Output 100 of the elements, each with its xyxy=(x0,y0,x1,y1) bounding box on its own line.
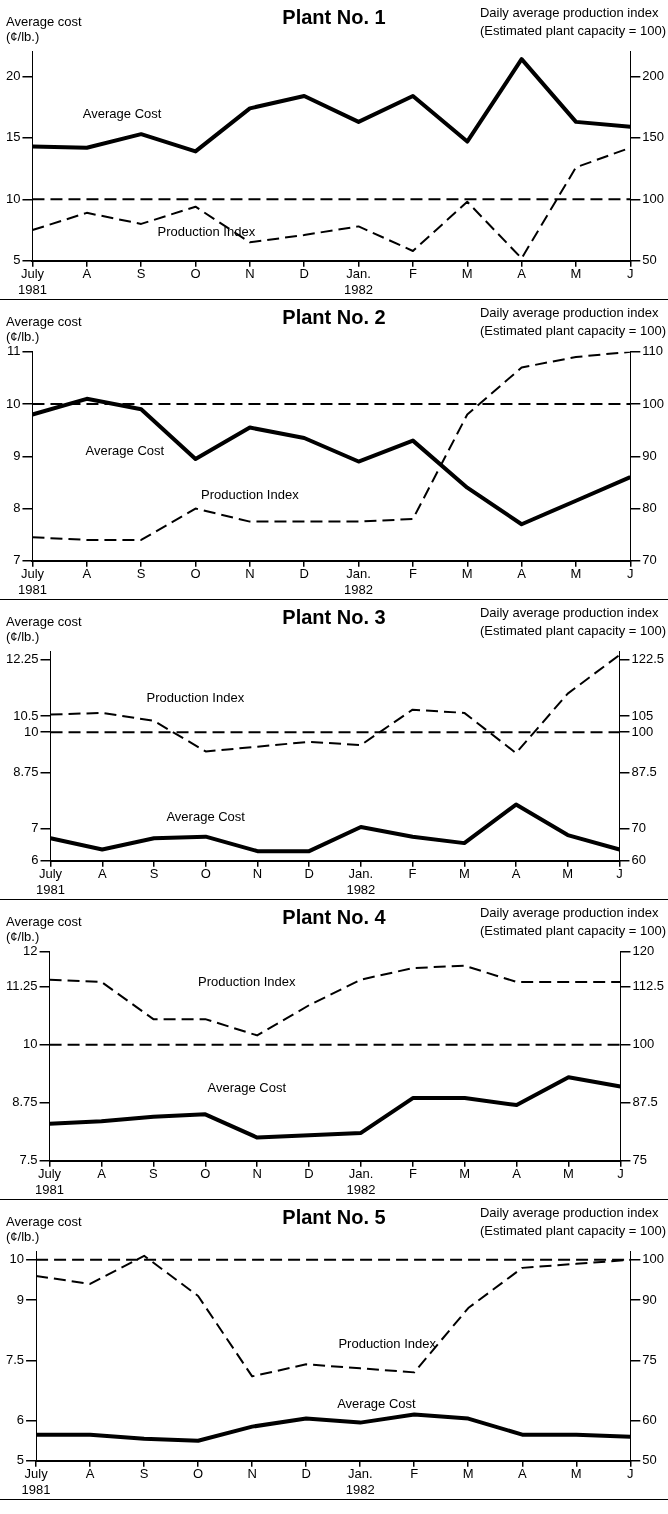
x-tick-label: N xyxy=(245,266,255,282)
y-tick-label: 9 xyxy=(13,447,21,463)
series-label: Production Index xyxy=(197,973,297,989)
x-tick-label: M xyxy=(461,266,473,282)
y2-tick-label: 75 xyxy=(632,1152,647,1168)
y-tick-label: 7 xyxy=(13,552,21,568)
x-tick-label: D xyxy=(299,266,309,282)
y2-tick-label: 70 xyxy=(631,820,646,836)
x-tick-label: S xyxy=(149,1166,159,1182)
y-tick-label: 7 xyxy=(31,820,39,836)
y2-axis-title: Daily average production index (Estimated plant capacity = 100) xyxy=(479,1204,666,1240)
x-tick-label: J xyxy=(617,1166,624,1182)
y-tick-label: 7.5 xyxy=(5,1351,25,1367)
x-tick-label: Jan. 1982 xyxy=(344,566,374,597)
y-tick-label: 8 xyxy=(13,500,21,516)
x-tick-label: Jan. 1982 xyxy=(344,266,374,297)
y2-tick-label: 87.5 xyxy=(632,1094,658,1110)
y2-tick-label: 60 xyxy=(631,852,646,868)
series-label: Average Cost xyxy=(82,106,162,122)
x-tick-label: A xyxy=(85,1466,95,1482)
x-tick-label: O xyxy=(190,266,201,282)
x-tick-label: J xyxy=(627,566,634,582)
series-label: Average Cost xyxy=(166,808,246,824)
x-tick-label: Jan. 1982 xyxy=(346,866,376,897)
x-tick-label: A xyxy=(97,1166,107,1182)
x-tick-label: A xyxy=(517,1466,527,1482)
y-tick-label: 9 xyxy=(16,1291,25,1307)
y-tick-label: 12.25 xyxy=(5,651,39,667)
x-tick-label: A xyxy=(512,1166,522,1182)
x-tick-label: M xyxy=(458,866,470,882)
y2-tick-label: 90 xyxy=(642,447,657,463)
x-tick-label: July 1981 xyxy=(21,1466,51,1497)
x-tick-label: N xyxy=(247,1466,257,1482)
series-label: Average Cost xyxy=(207,1080,287,1096)
x-tick-label: M xyxy=(570,566,582,582)
chart-title: Plant No. 4 xyxy=(282,906,386,928)
x-tick-label: Jan. 1982 xyxy=(346,1166,376,1197)
y-axis-title: Average cost (¢/lb.) xyxy=(6,914,82,944)
x-tick-label: O xyxy=(193,1466,204,1482)
x-tick-label: A xyxy=(511,866,521,882)
x-tick-label: M xyxy=(462,1466,474,1482)
x-tick-label: F xyxy=(408,566,417,582)
x-tick-label: N xyxy=(252,1166,262,1182)
y-tick-label: 5 xyxy=(13,252,21,268)
y-tick-label: 20 xyxy=(5,67,21,83)
y2-tick-label: 120 xyxy=(632,943,655,959)
y2-tick-label: 100 xyxy=(631,723,654,739)
y-tick-label: 8.75 xyxy=(12,1094,38,1110)
y2-tick-label: 90 xyxy=(642,1291,657,1307)
y-tick-label: 15 xyxy=(5,129,21,145)
series-label: Production Index xyxy=(146,690,245,705)
y-axis-title: Average cost (¢/lb.) xyxy=(6,614,82,644)
y2-tick-label: 122.5 xyxy=(631,651,665,667)
y-tick-label: 10 xyxy=(9,1251,25,1267)
x-tick-label: N xyxy=(245,566,255,582)
y2-tick-label: 110 xyxy=(642,343,664,359)
x-tick-label: J xyxy=(627,266,634,282)
x-tick-label: M xyxy=(459,1166,471,1182)
x-tick-label: D xyxy=(301,1466,311,1482)
series-label: Production Index xyxy=(157,224,256,240)
x-tick-label: O xyxy=(190,566,201,582)
chart-title: Plant No. 1 xyxy=(282,6,386,28)
y2-tick-label: 75 xyxy=(642,1351,657,1367)
series-label: Average Cost xyxy=(85,442,165,458)
x-tick-label: Jan. 1982 xyxy=(345,1466,375,1497)
x-tick-label: N xyxy=(252,866,263,882)
x-tick-label: M xyxy=(563,1166,574,1182)
x-tick-label: F xyxy=(408,866,417,882)
y-tick-label: 8.75 xyxy=(13,763,39,779)
y2-axis-title: Daily average production index (Estimated plant capacity = 100) xyxy=(479,604,666,640)
y2-axis-title: Daily average production index (Estimated plant capacity = 100) xyxy=(479,904,666,940)
y2-tick-label: 100 xyxy=(642,1251,665,1267)
y-tick-label: 10 xyxy=(5,395,21,411)
y-tick-label: 6 xyxy=(31,852,39,868)
series-label: Average Cost xyxy=(337,1396,417,1412)
x-tick-label: A xyxy=(82,266,92,282)
x-tick-label: M xyxy=(570,266,582,282)
y-tick-label: 10.5 xyxy=(13,707,39,723)
y2-axis-title: Daily average production index (Estimated plant capacity = 100) xyxy=(479,304,666,340)
y2-tick-label: 100 xyxy=(632,1036,655,1052)
x-tick-label: S xyxy=(139,1466,149,1482)
y-tick-label: 11.25 xyxy=(5,978,38,994)
y2-tick-label: 50 xyxy=(642,1452,657,1468)
x-tick-label: M xyxy=(570,1466,582,1482)
x-tick-label: O xyxy=(200,866,211,882)
x-tick-label: M xyxy=(562,866,574,882)
x-tick-label: F xyxy=(408,1166,417,1182)
y2-tick-label: 112.5 xyxy=(632,978,665,994)
chart-title: Plant No. 5 xyxy=(282,1206,386,1228)
y-tick-label: 10 xyxy=(23,1036,38,1052)
y2-tick-label: 100 xyxy=(642,190,665,206)
y2-axis-title: Daily average production index (Estimated plant capacity = 100) xyxy=(479,4,666,40)
y2-tick-label: 70 xyxy=(642,552,657,568)
x-tick-label: July 1981 xyxy=(18,266,47,297)
series-label: Production Index xyxy=(201,487,300,503)
x-tick-label: F xyxy=(408,266,417,282)
y2-tick-label: 60 xyxy=(642,1412,657,1428)
y-axis-title: Average cost (¢/lb.) xyxy=(6,14,82,44)
x-tick-label: J xyxy=(616,866,623,882)
x-tick-label: M xyxy=(461,566,473,582)
